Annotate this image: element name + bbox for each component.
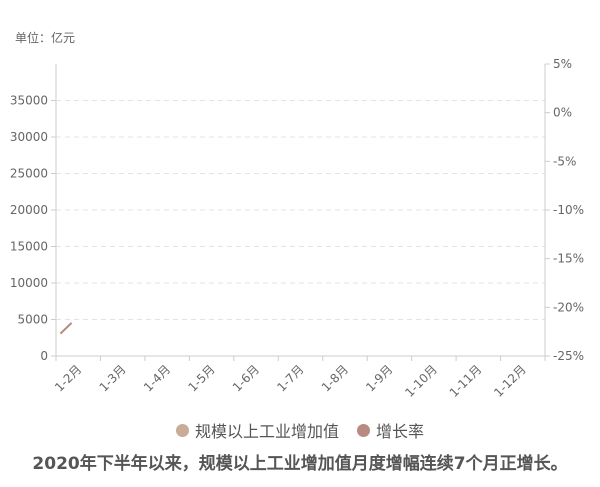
- growth-rate-line: [59, 322, 73, 335]
- x-tick-label: 1-6月: [230, 362, 262, 394]
- y-left-tick-label: 15000: [10, 240, 48, 254]
- x-tick-label: 1-5月: [185, 362, 217, 394]
- y-right-tick-label: -5%: [553, 154, 576, 168]
- legend-item-industrial-value[interactable]: 规模以上工业增加值: [175, 418, 339, 442]
- x-tick-label: 1-3月: [97, 362, 129, 394]
- y-right-tick-label: 5%: [553, 57, 572, 71]
- legend-item-growth-rate[interactable]: 增长率: [357, 418, 424, 442]
- x-tick-label: 1-4月: [141, 362, 173, 394]
- y-right-tick-label: -20%: [553, 300, 584, 314]
- x-tick-label: 1-7月: [274, 362, 306, 394]
- legend-dot-industrial-value: [175, 423, 189, 437]
- chart-legend: 规模以上工业增加值 增长率: [0, 418, 600, 442]
- y-left-tick-label: 20000: [10, 203, 48, 217]
- x-tick-label: 1-11月: [447, 362, 485, 400]
- x-tick-label: 1-12月: [491, 362, 529, 400]
- x-tick-label: 1-8月: [319, 362, 351, 394]
- y-right-tick-label: -10%: [553, 203, 584, 217]
- legend-label-industrial-value: 规模以上工业增加值: [194, 422, 339, 441]
- x-tick-label: 1-10月: [402, 362, 440, 400]
- y-left-tick-label: 35000: [10, 94, 48, 108]
- y-left-tick-label: 10000: [10, 276, 48, 290]
- y-left-tick-label: 0: [40, 349, 48, 363]
- chart-caption: 2020年下半年以来，规模以上工业增加值月度增幅连续7个月正增长。: [32, 454, 568, 474]
- y-left-tick-label: 25000: [10, 167, 48, 181]
- x-tick-label: 1-9月: [363, 362, 395, 394]
- y-right-tick-label: 0%: [553, 106, 572, 120]
- legend-label-growth-rate: 增长率: [376, 422, 425, 441]
- y-left-tick-label: 5000: [17, 313, 48, 327]
- x-tick-label: 1-2月: [52, 362, 84, 394]
- legend-dot-growth-rate: [357, 423, 370, 437]
- line-chart: 0 5000 10000 15000 20000 25000 30000 35000 5% 0% -…: [10, 57, 584, 400]
- y-right-tick-label: -25%: [553, 349, 584, 363]
- y-right-tick-label: -15%: [553, 252, 584, 266]
- unit-label: 单位：亿元: [15, 31, 76, 45]
- y-left-tick-label: 30000: [10, 130, 48, 144]
